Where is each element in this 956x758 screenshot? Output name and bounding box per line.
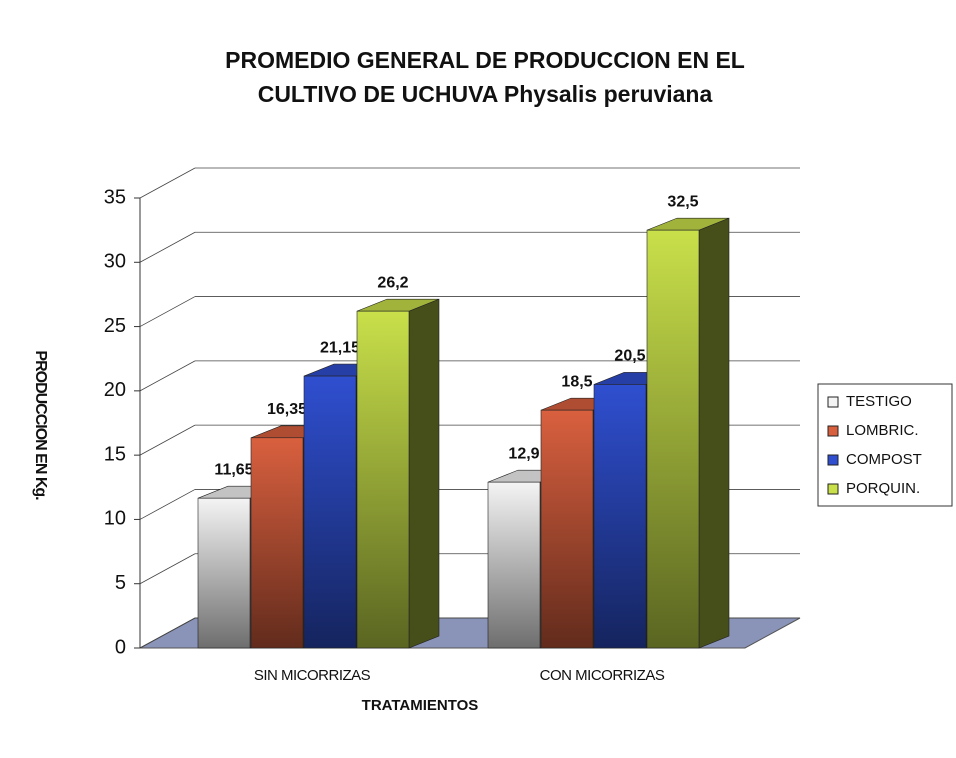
bar [197, 497, 251, 649]
grid-line [139, 553, 196, 585]
bar [540, 409, 594, 649]
grid-line [139, 489, 196, 520]
legend-swatch [827, 425, 839, 437]
grid-line [139, 360, 196, 392]
bar [593, 384, 647, 649]
legend-label: COMPOST [846, 451, 922, 468]
y-tick-label: 30 [104, 251, 126, 273]
data-label: 11,65 [214, 461, 253, 478]
bar [487, 481, 541, 649]
y-tick-label: 10 [104, 508, 126, 530]
legend-swatch [827, 454, 839, 466]
legend-box [817, 383, 953, 507]
legend-swatch [827, 483, 839, 495]
x-tick-label: CON MICORRIZAS [540, 667, 665, 684]
bar [303, 375, 357, 649]
y-tick-label: 5 [115, 572, 126, 594]
legend-label: PORQUIN. [846, 480, 920, 497]
legend-swatch [827, 396, 839, 408]
data-label: 21,15 [320, 339, 360, 356]
legend-label: TESTIGO [846, 393, 912, 410]
grid-line [139, 296, 196, 327]
chart-title: PROMEDIO GENERAL DE PRODUCCION EN EL [225, 47, 745, 73]
data-label: 32,5 [667, 193, 698, 210]
bar-side [698, 217, 730, 649]
y-tick-label: 35 [104, 186, 126, 208]
grid-line [139, 424, 196, 456]
grid-line [139, 617, 196, 649]
bar [646, 229, 700, 649]
x-axis-label: TRATAMIENTOS [362, 697, 479, 714]
grid-line [139, 231, 196, 263]
x-tick-label: SIN MICORRIZAS [254, 667, 371, 684]
grid-line [139, 167, 196, 199]
data-label: 20,5 [614, 348, 645, 365]
bar [356, 310, 410, 649]
chart-title: CULTIVO DE UCHUVA Physalis peruviana [258, 81, 713, 107]
y-tick-label: 0 [115, 636, 126, 658]
legend-label: LOMBRIC. [846, 422, 919, 439]
data-label: 18,5 [561, 373, 592, 390]
data-label: 16,35 [267, 401, 307, 418]
y-axis-label: PRODUCCION EN Kg. [32, 350, 49, 500]
y-tick-label: 20 [104, 379, 126, 401]
data-label: 26,2 [377, 274, 408, 291]
y-tick-label: 25 [104, 315, 126, 337]
bar-side [408, 298, 440, 649]
y-tick-label: 15 [104, 443, 126, 465]
bar [250, 437, 304, 649]
data-label: 12,9 [508, 445, 539, 462]
